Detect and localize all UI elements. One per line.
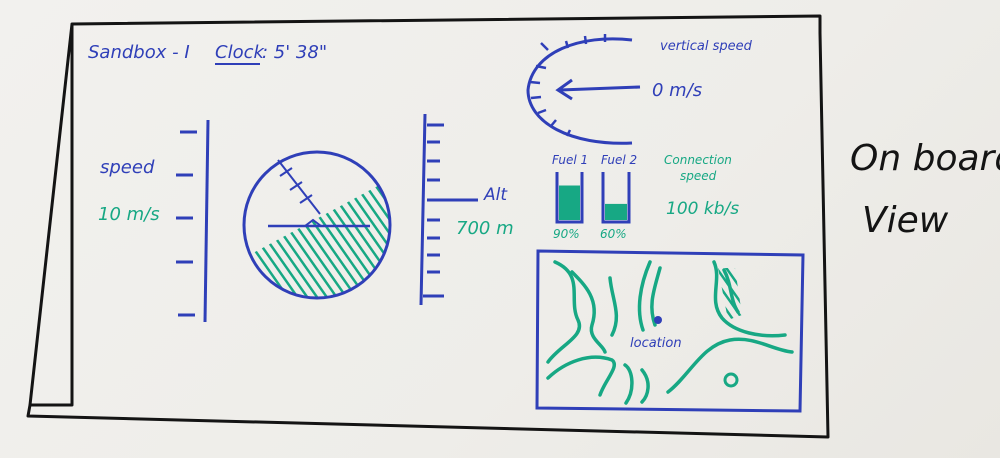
header-title: Sandbox - I (88, 42, 190, 63)
vertical-speed-gauge (526, 34, 641, 145)
clock-value: : 5' 38" (262, 42, 327, 63)
altitude-label: Alt (483, 185, 508, 205)
vertical-speed-value: 0 m/s (652, 80, 702, 101)
side-note-line1: On board (850, 138, 1000, 179)
attitude-indicator (242, 150, 392, 300)
waypoint-marker (723, 372, 739, 388)
fuel-2-value: 60% (600, 227, 627, 241)
fuel-1-gauge (555, 172, 584, 224)
clock-label: Clock (215, 42, 265, 63)
ground-hatch (244, 175, 390, 298)
speed-label: speed (100, 157, 155, 178)
fuel-2-gauge (601, 172, 631, 224)
screen-frame (26, 14, 830, 439)
side-note-line2: View (862, 200, 949, 241)
terrain-contours (546, 260, 794, 405)
fuel-1-level (559, 185, 580, 220)
fuel-gauges: Fuel 1 Fuel 2 90% 60% (552, 153, 637, 241)
screen-frame-left-edge (28, 23, 74, 406)
aircraft-symbol (304, 218, 322, 227)
connection-label: Connection (664, 153, 732, 167)
pitch-ladder (277, 159, 321, 215)
vertical-speed-label: vertical speed (660, 39, 753, 54)
needle-arrowhead (555, 78, 573, 101)
location-label: location (630, 336, 682, 351)
altitude-tape (419, 113, 478, 306)
fuel-2-level (605, 203, 627, 220)
fuel-1-value: 90% (553, 227, 580, 241)
speed-value: 10 m/s (98, 204, 160, 225)
location-dot (654, 316, 662, 324)
connection-value: 100 kb/s (666, 199, 739, 219)
fuel-1-label: Fuel 1 (552, 153, 588, 167)
altitude-value: 700 m (456, 218, 514, 239)
vertical-speed-needle (559, 85, 641, 92)
connection-label-line2: speed (680, 169, 717, 183)
speed-tape (176, 119, 210, 323)
mini-map (535, 249, 805, 413)
ridge-hatch (718, 268, 742, 320)
fuel-2-label: Fuel 2 (601, 153, 637, 167)
